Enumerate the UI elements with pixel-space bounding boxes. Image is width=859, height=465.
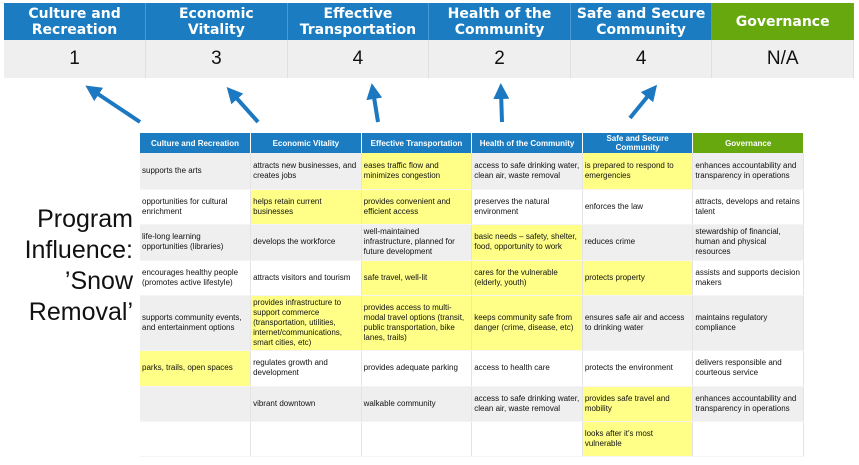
table-cell	[361, 421, 473, 457]
arrow-icon	[85, 85, 142, 124]
program-influence-label: Program Influence: ’Snow Removal’	[0, 204, 133, 328]
table-cell: life-long learning opportunities (librar…	[140, 224, 252, 261]
attributes-table: Culture and Recreation Economic Vitality E…	[140, 133, 804, 457]
column-header: Safe and Secure Community	[582, 133, 694, 153]
table-cell: stewardship of financial, human and phys…	[692, 224, 804, 261]
table-cell: develops the workforce	[250, 224, 362, 261]
table-row: opportunities for cultural enrichment hel…	[140, 189, 804, 225]
column-header: Health of the Community	[471, 133, 583, 153]
table-cell: reduces crime	[582, 224, 694, 261]
column-header: Effective Transportation	[361, 133, 473, 153]
highlighted-cell: parks, trails, open spaces	[140, 350, 252, 387]
highlighted-cell: provides infrastructure to support comme…	[250, 295, 362, 351]
score-value: 3	[145, 40, 288, 78]
table-cell: provides adequate parking	[361, 350, 473, 387]
label-line: Removal’	[28, 298, 133, 326]
table-cell	[140, 386, 252, 422]
column-header: Governance	[692, 133, 804, 153]
column-header: Governance	[711, 3, 854, 40]
table-row: supports the arts attracts new businesses…	[140, 153, 804, 190]
highlighted-cell: basic needs – safety, shelter, food, opp…	[471, 224, 583, 261]
label-line: Program	[37, 205, 133, 233]
column-header: Culture and Recreation	[140, 133, 252, 153]
column-header: Economic Vitality	[250, 133, 362, 153]
label-line: ’Snow	[64, 267, 133, 295]
highlighted-cell: looks after it's most vulnerable	[582, 421, 694, 457]
highlighted-cell: helps retain current businesses	[250, 189, 362, 225]
column-header: Health of the Community	[428, 3, 571, 40]
score-value: 4	[570, 40, 713, 78]
label-line: Influence:	[24, 236, 133, 264]
column-header: Effective Transportation	[287, 3, 430, 40]
highlighted-cell: provides access to multi-modal travel op…	[361, 295, 473, 351]
table-cell	[692, 421, 804, 457]
score-value: 1	[4, 40, 147, 78]
table-cell: well-maintained infrastructure, planned …	[361, 224, 473, 261]
influence-score-table: Culture and Recreation Economic Vitality E…	[4, 3, 854, 78]
table-cell: attracts, develops and retains talent	[692, 189, 804, 225]
highlighted-cell: is prepared to respond to emergencies	[582, 153, 694, 190]
highlighted-cell: provides safe travel and mobility	[582, 386, 694, 422]
table-cell: preserves the natural environment	[471, 189, 583, 225]
table-cell: delivers responsible and courteous servi…	[692, 350, 804, 387]
highlighted-cell: provides convenient and efficient access	[361, 189, 473, 225]
table-cell: access to safe drinking water, clean air…	[471, 153, 583, 190]
table-cell: walkable community	[361, 386, 473, 422]
table-row: looks after it's most vulnerable	[140, 421, 804, 457]
table-cell: access to health care	[471, 350, 583, 387]
table-cell: enhances accountability and transparency…	[692, 153, 804, 190]
table-cell	[471, 421, 583, 457]
table-cell: enforces the law	[582, 189, 694, 225]
highlighted-cell: safe travel, well-lit	[361, 260, 473, 296]
table-cell: supports community events, and entertain…	[140, 295, 252, 351]
highlighted-cell: eases traffic flow and minimizes congest…	[361, 153, 473, 190]
arrow-icon	[366, 83, 383, 123]
highlighted-cell: keeps community safe from danger (crime,…	[471, 295, 583, 351]
table-cell: opportunities for cultural enrichment	[140, 189, 252, 225]
arrow-icon	[493, 83, 510, 123]
table-cell	[140, 421, 252, 457]
arrow-icon	[226, 87, 260, 124]
table-cell: attracts new businesses, and creates job…	[250, 153, 362, 190]
table-cell	[250, 421, 362, 457]
column-header: Economic Vitality	[145, 3, 288, 40]
table-cell: supports the arts	[140, 153, 252, 190]
score-value: 4	[287, 40, 430, 78]
table-cell: regulates growth and development	[250, 350, 362, 387]
score-value: 2	[428, 40, 571, 78]
table-cell: maintains regulatory compliance	[692, 295, 804, 351]
table-cell: enhances accountability and transparency…	[692, 386, 804, 422]
column-header: Culture and Recreation	[4, 3, 147, 40]
highlighted-cell: protects property	[582, 260, 694, 296]
table-row: encourages healthy people (promotes acti…	[140, 260, 804, 296]
table-row: vibrant downtown walkable community access…	[140, 386, 804, 422]
table-cell: ensures safe air and access to drinking …	[582, 295, 694, 351]
arrow-icon	[628, 84, 658, 120]
table-cell: encourages healthy people (promotes acti…	[140, 260, 252, 296]
score-value: N/A	[711, 40, 854, 78]
table-row: supports community events, and entertain…	[140, 295, 804, 351]
table-cell: assists and supports decision makers	[692, 260, 804, 296]
table-cell: protects the environment	[582, 350, 694, 387]
table-row: life-long learning opportunities (librar…	[140, 224, 804, 261]
table-cell: access to safe drinking water, clean air…	[471, 386, 583, 422]
column-header: Safe and Secure Community	[570, 3, 713, 40]
table-row: parks, trails, open spaces regulates grow…	[140, 350, 804, 387]
table-cell: vibrant downtown	[250, 386, 362, 422]
highlighted-cell: cares for the vulnerable (elderly, youth…	[471, 260, 583, 296]
table-cell: attracts visitors and tourism	[250, 260, 362, 296]
